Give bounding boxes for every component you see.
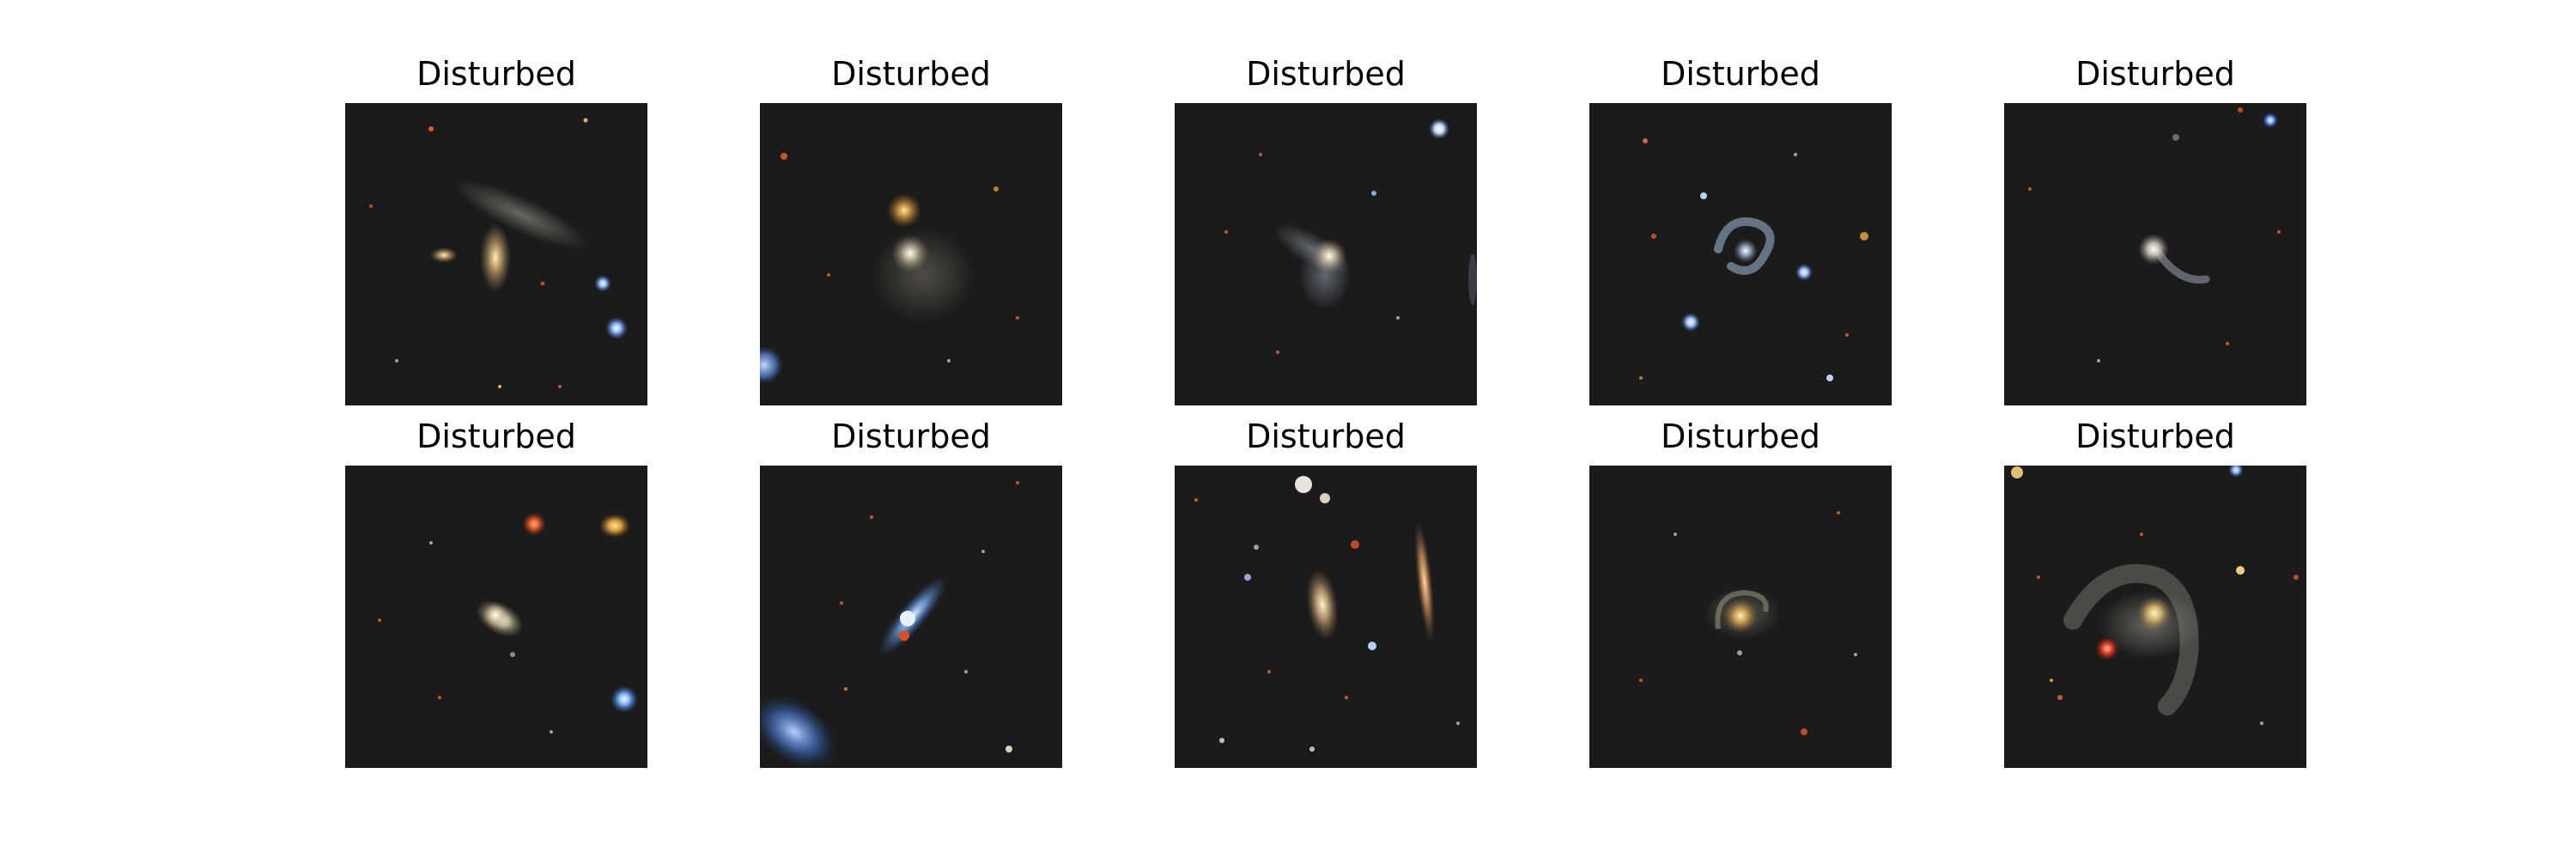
galaxy-image bbox=[1175, 466, 1477, 768]
galaxy-image bbox=[1589, 466, 1892, 768]
panel-title: Disturbed bbox=[416, 55, 576, 93]
galaxy-image bbox=[2004, 466, 2306, 768]
panel-title: Disturbed bbox=[1246, 55, 1406, 93]
panel-title: Disturbed bbox=[1661, 55, 1820, 93]
galaxy-image bbox=[1589, 103, 1892, 405]
panel-title: Disturbed bbox=[831, 417, 991, 455]
galaxy-image bbox=[345, 103, 647, 405]
galaxy-image bbox=[2004, 103, 2306, 405]
galaxy-image bbox=[1175, 103, 1477, 405]
panel-title: Disturbed bbox=[2075, 417, 2235, 455]
panel-title: Disturbed bbox=[416, 417, 576, 455]
panel-title: Disturbed bbox=[2075, 55, 2235, 93]
galaxy-image bbox=[760, 103, 1062, 405]
galaxy-image bbox=[760, 466, 1062, 768]
panel-title: Disturbed bbox=[1661, 417, 1820, 455]
panel-title: Disturbed bbox=[831, 55, 991, 93]
panel-title: Disturbed bbox=[1246, 417, 1406, 455]
galaxy-image bbox=[345, 466, 647, 768]
